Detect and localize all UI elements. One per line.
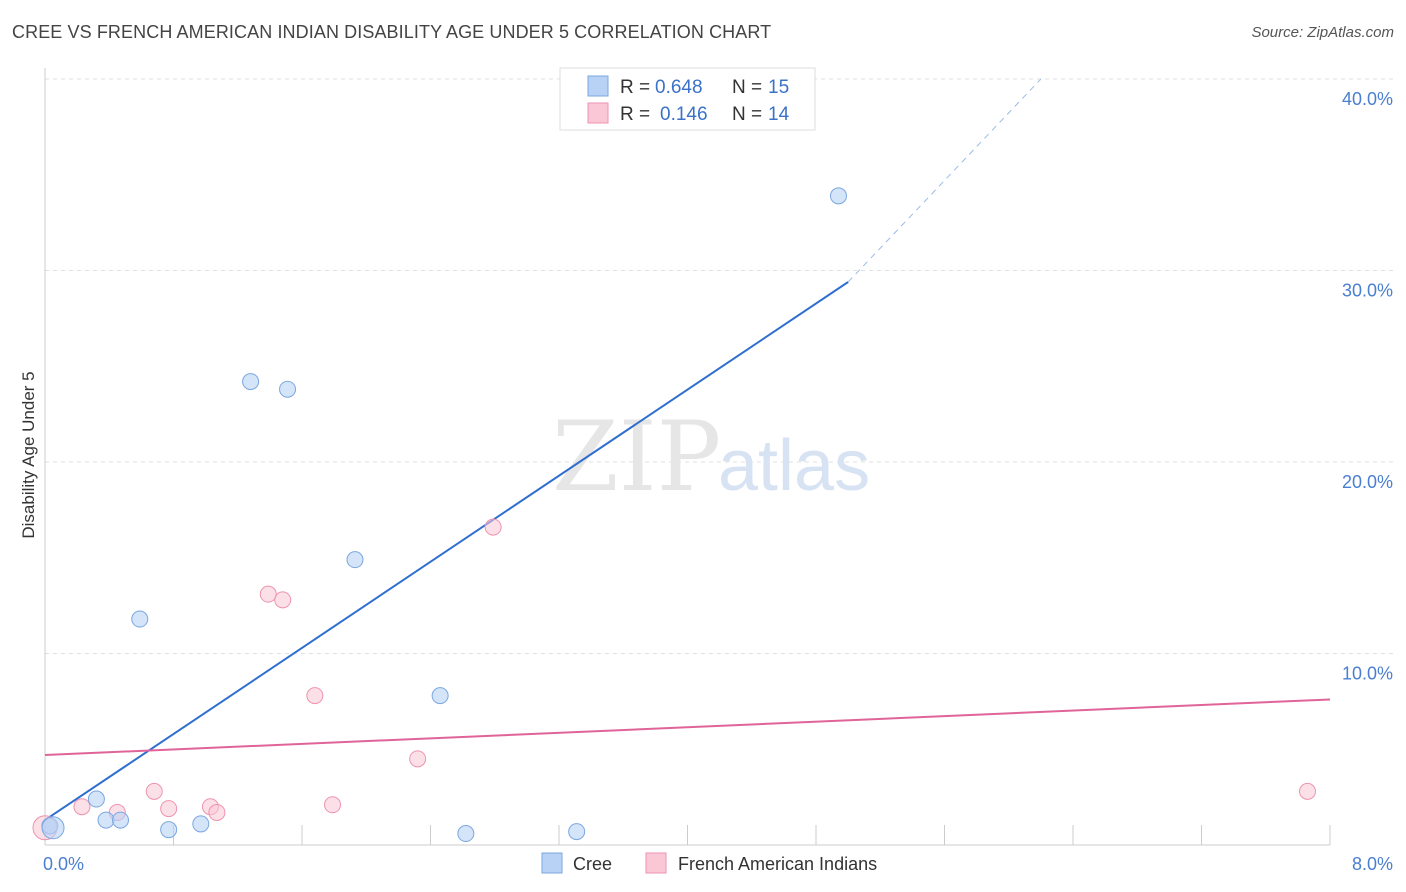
series-label-french: French American Indians: [678, 854, 877, 874]
cree-point-4: [160, 821, 178, 839]
correlation-legend: R = 0.648 N = 15 R = 0.146 N = 14: [559, 67, 816, 131]
french-point-8: [274, 591, 292, 609]
french-point-9: [306, 687, 324, 705]
cree-point-11: [457, 825, 475, 843]
french-point-11: [409, 750, 427, 768]
french-point-3: [145, 782, 163, 800]
cree-point-14: [41, 816, 65, 840]
legend-r-value-french: 0.146: [660, 104, 708, 125]
french-point-6: [208, 803, 226, 821]
legend-r-label-french: R =: [620, 104, 650, 125]
y-tick-label-0: 10.0%: [1342, 664, 1393, 684]
cree-point-6: [131, 610, 149, 628]
cree-trend-extension: [847, 78, 1042, 283]
series-label-cree: Cree: [573, 854, 612, 874]
cree-point-10: [431, 687, 449, 705]
y-axis-label: Disability Age Under 5: [19, 371, 38, 538]
y-tick-label-1: 20.0%: [1342, 472, 1393, 492]
legend-swatch-cree: [587, 75, 609, 97]
x-tick-label-0: 0.0%: [43, 854, 84, 874]
french-point-4: [160, 800, 178, 818]
cree-trend-line: [44, 281, 849, 821]
french-point-12: [484, 518, 502, 536]
cree-point-3: [111, 811, 129, 829]
legend-n-value-cree: 15: [768, 77, 789, 98]
y-tick-label-3: 40.0%: [1342, 89, 1393, 109]
watermark-atlas: atlas: [718, 426, 870, 506]
legend-r-label-cree: R =: [620, 77, 650, 98]
cree-point-1: [97, 811, 115, 829]
series-swatch-cree: [541, 852, 563, 874]
series-swatch-french: [645, 852, 667, 874]
french-point-10: [324, 796, 342, 814]
french-point-13: [1299, 782, 1317, 800]
cree-point-8: [279, 380, 297, 398]
x-tick-label-1: 8.0%: [1352, 854, 1393, 874]
data-points: [32, 187, 1317, 843]
y-tick-label-2: 30.0%: [1342, 281, 1393, 301]
cree-point-9: [346, 551, 364, 569]
legend-swatch-french: [587, 102, 609, 124]
french-point-7: [259, 585, 277, 603]
y-tick-labels: 10.0% 20.0% 30.0% 40.0%: [1342, 89, 1393, 684]
legend-n-label-french: N =: [732, 104, 762, 125]
x-tick-labels: 0.0% 8.0%: [43, 854, 1393, 874]
legend-n-label-cree: N =: [732, 77, 762, 98]
cree-point-5: [192, 815, 210, 833]
legend-n-value-french: 14: [768, 104, 790, 125]
cree-point-7: [242, 373, 260, 391]
watermark-zip: ZIP: [552, 401, 721, 513]
watermark: ZIP atlas: [552, 401, 870, 513]
french-point-1: [73, 798, 91, 816]
cree-point-2: [87, 790, 105, 808]
axes: [44, 68, 1330, 846]
cree-point-13: [829, 187, 847, 205]
legend-r-value-cree: 0.648: [655, 77, 703, 98]
chart-title: CREE VS FRENCH AMERICAN INDIAN DISABILIT…: [12, 22, 772, 42]
cree-point-12: [568, 823, 586, 841]
series-legend: Cree French American Indians: [541, 852, 877, 874]
trend-lines: [44, 78, 1331, 821]
french-trend-line: [44, 698, 1331, 756]
source-label: Source: ZipAtlas.com: [1251, 24, 1394, 41]
